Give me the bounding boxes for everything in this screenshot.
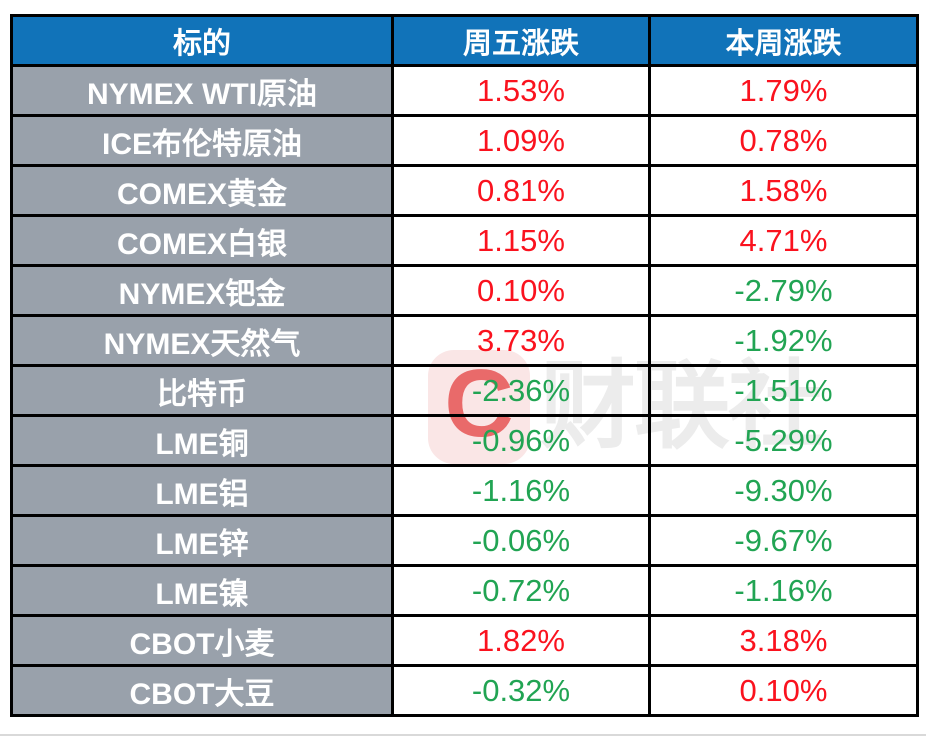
header-asset: 标的 — [10, 14, 394, 67]
table-row: LME锌 -0.06% -9.67% — [10, 514, 919, 567]
market-change-table: 标的 周五涨跌 本周涨跌 NYMEX WTI原油 1.53% 1.79% ICE布伦特… — [10, 14, 919, 717]
bottom-divider — [0, 734, 926, 736]
friday-change-cell: 3.73% — [391, 314, 651, 367]
asset-cell: 比特币 — [10, 364, 394, 417]
friday-change-cell: -1.16% — [391, 464, 651, 517]
friday-change-cell: 1.09% — [391, 114, 651, 167]
week-change-cell: 1.58% — [648, 164, 919, 217]
table-row: 比特币 -2.36% -1.51% — [10, 364, 919, 417]
table-row: NYMEX天然气 3.73% -1.92% — [10, 314, 919, 367]
week-change-cell: 0.10% — [648, 664, 919, 717]
asset-cell: NYMEX天然气 — [10, 314, 394, 367]
week-change-cell: 0.78% — [648, 114, 919, 167]
friday-change-cell: 1.82% — [391, 614, 651, 667]
friday-change-cell: -0.32% — [391, 664, 651, 717]
table-row: LME铝 -1.16% -9.30% — [10, 464, 919, 517]
asset-cell: LME铜 — [10, 414, 394, 467]
asset-cell: COMEX白银 — [10, 214, 394, 267]
table-body: NYMEX WTI原油 1.53% 1.79% ICE布伦特原油 1.09% 0.78% C… — [10, 64, 919, 717]
table-row: LME镍 -0.72% -1.16% — [10, 564, 919, 617]
week-change-cell: -5.29% — [648, 414, 919, 467]
asset-cell: NYMEX钯金 — [10, 264, 394, 317]
header-week-change: 本周涨跌 — [648, 14, 919, 67]
asset-cell: CBOT大豆 — [10, 664, 394, 717]
asset-cell: LME锌 — [10, 514, 394, 567]
week-change-cell: 1.79% — [648, 64, 919, 117]
friday-change-cell: 1.15% — [391, 214, 651, 267]
table-row: CBOT小麦 1.82% 3.18% — [10, 614, 919, 667]
table-row: LME铜 -0.96% -5.29% — [10, 414, 919, 467]
table-row: COMEX黄金 0.81% 1.58% — [10, 164, 919, 217]
week-change-cell: -2.79% — [648, 264, 919, 317]
friday-change-cell: -0.06% — [391, 514, 651, 567]
friday-change-cell: -0.72% — [391, 564, 651, 617]
friday-change-cell: -2.36% — [391, 364, 651, 417]
friday-change-cell: 1.53% — [391, 64, 651, 117]
asset-cell: COMEX黄金 — [10, 164, 394, 217]
table-row: COMEX白银 1.15% 4.71% — [10, 214, 919, 267]
table-row: NYMEX钯金 0.10% -2.79% — [10, 264, 919, 317]
week-change-cell: -9.30% — [648, 464, 919, 517]
asset-cell: NYMEX WTI原油 — [10, 64, 394, 117]
asset-cell: ICE布伦特原油 — [10, 114, 394, 167]
header-row: 标的 周五涨跌 本周涨跌 — [10, 14, 919, 67]
table-row: CBOT大豆 -0.32% 0.10% — [10, 664, 919, 717]
table-row: NYMEX WTI原油 1.53% 1.79% — [10, 64, 919, 117]
asset-cell: CBOT小麦 — [10, 614, 394, 667]
week-change-cell: -1.51% — [648, 364, 919, 417]
week-change-cell: -9.67% — [648, 514, 919, 567]
week-change-cell: 3.18% — [648, 614, 919, 667]
friday-change-cell: 0.81% — [391, 164, 651, 217]
asset-cell: LME铝 — [10, 464, 394, 517]
header-friday-change: 周五涨跌 — [391, 14, 651, 67]
asset-cell: LME镍 — [10, 564, 394, 617]
friday-change-cell: 0.10% — [391, 264, 651, 317]
table-row: ICE布伦特原油 1.09% 0.78% — [10, 114, 919, 167]
week-change-cell: -1.16% — [648, 564, 919, 617]
week-change-cell: 4.71% — [648, 214, 919, 267]
friday-change-cell: -0.96% — [391, 414, 651, 467]
week-change-cell: -1.92% — [648, 314, 919, 367]
